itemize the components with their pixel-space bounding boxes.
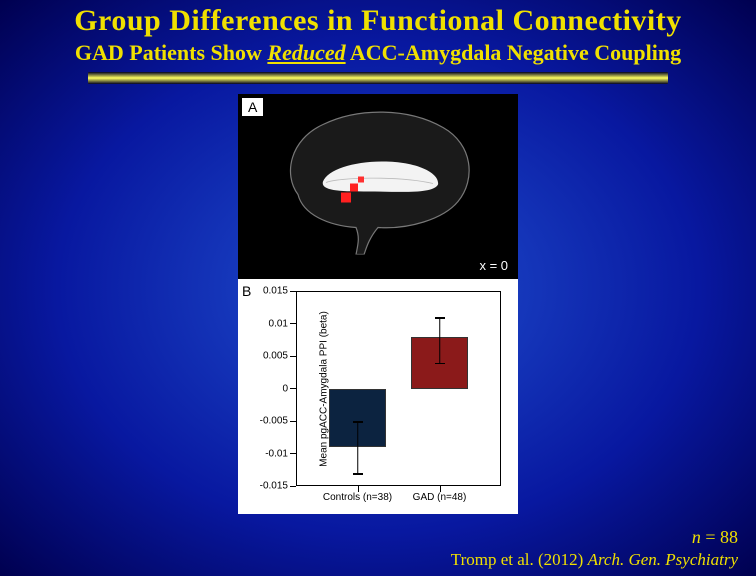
- ytick-label: 0: [282, 383, 296, 394]
- xtick-label: Controls (n=38): [323, 486, 392, 503]
- citation: Tromp et al. (2012) Arch. Gen. Psychiatr…: [451, 550, 738, 570]
- figure: A x = 0 B Mean pgACC-Amygdala PPI (beta)…: [238, 94, 518, 514]
- panel-b-chart: B Mean pgACC-Amygdala PPI (beta) -0.015-…: [238, 279, 518, 514]
- ytick-label: -0.005: [260, 416, 296, 427]
- subtitle-pre: GAD Patients Show: [75, 40, 268, 65]
- ytick-label: 0.005: [263, 351, 296, 362]
- slide-title: Group Differences in Functional Connecti…: [0, 0, 756, 38]
- chart-ylabel: Mean pgACC-Amygdala PPI (beta): [318, 311, 329, 467]
- slide-subtitle: GAD Patients Show Reduced ACC-Amygdala N…: [0, 40, 756, 66]
- citation-journal: Arch. Gen. Psychiatry: [588, 550, 738, 569]
- panel-b-tag: B: [242, 283, 251, 299]
- ytick-label: -0.015: [260, 481, 296, 492]
- xtick-label: GAD (n=48): [413, 486, 467, 503]
- ytick-label: 0.01: [269, 318, 296, 329]
- n-note: n = 88: [692, 527, 738, 548]
- citation-pre: Tromp et al. (2012): [451, 550, 588, 569]
- subtitle-emph: Reduced: [267, 40, 345, 65]
- panel-a-tag: A: [242, 98, 263, 116]
- divider-bar: [88, 72, 668, 84]
- error-cap: [435, 317, 445, 319]
- bar-chart: Mean pgACC-Amygdala PPI (beta) -0.015-0.…: [296, 291, 501, 486]
- ytick-label: 0.015: [263, 286, 296, 297]
- n-note-n: n: [692, 527, 701, 547]
- error-bar: [439, 317, 441, 363]
- ytick-label: -0.01: [265, 448, 296, 459]
- error-bar: [357, 421, 359, 473]
- panel-a-coord: x = 0: [479, 258, 508, 273]
- error-cap: [353, 473, 363, 475]
- subtitle-post: ACC-Amygdala Negative Coupling: [346, 40, 682, 65]
- error-cap: [435, 363, 445, 365]
- brain-icon: [268, 100, 488, 255]
- error-cap: [353, 421, 363, 423]
- panel-a-brain: A x = 0: [238, 94, 518, 279]
- n-note-val: = 88: [701, 527, 738, 547]
